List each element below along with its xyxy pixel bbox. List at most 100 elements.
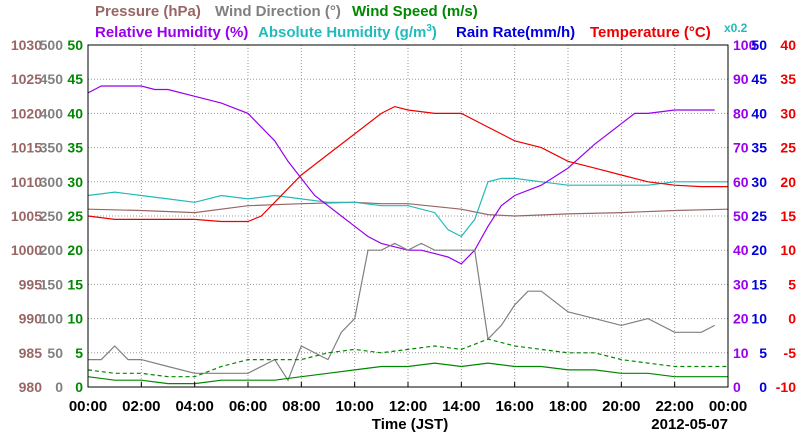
tick-label-rain-rate: 15 bbox=[751, 276, 767, 292]
tick-label-temperature: 5 bbox=[788, 276, 796, 292]
x-tick-label: 20:00 bbox=[602, 398, 640, 415]
tick-label-temperature: 0 bbox=[788, 311, 796, 327]
tick-label-temperature: 35 bbox=[780, 71, 796, 87]
tick-label-temperature: 10 bbox=[780, 242, 796, 258]
tick-label-rain-rate: 50 bbox=[751, 37, 767, 53]
tick-label-relative-humidity: 20 bbox=[733, 311, 749, 327]
x-tick-label: 14:00 bbox=[442, 398, 480, 415]
tick-label-temperature: 40 bbox=[780, 37, 796, 53]
legend-pressure: Pressure (hPa) bbox=[95, 3, 201, 20]
legend-wind-speed: Wind Speed (m/s) bbox=[352, 3, 478, 20]
tick-label-wind-speed: 20 bbox=[67, 242, 83, 258]
legend-temperature: Temperature (°C) bbox=[590, 24, 711, 41]
tick-label-rain-rate: 0 bbox=[759, 379, 767, 395]
tick-label-wind-speed: 15 bbox=[67, 276, 83, 292]
tick-label-wind-speed: 10 bbox=[67, 311, 83, 327]
tick-label-relative-humidity: 70 bbox=[733, 140, 749, 156]
tick-label-pressure: 1025 bbox=[11, 71, 42, 87]
legend-wind-direction: Wind Direction (°) bbox=[215, 3, 341, 20]
tick-label-wind-direction: 400 bbox=[40, 105, 64, 121]
tick-label-pressure: 1020 bbox=[11, 105, 42, 121]
x-tick-label: 18:00 bbox=[549, 398, 587, 415]
tick-label-temperature: 20 bbox=[780, 174, 796, 190]
tick-label-temperature: 30 bbox=[780, 105, 796, 121]
tick-label-wind-direction: 250 bbox=[40, 208, 64, 224]
legend-relative-humidity: Relative Humidity (%) bbox=[95, 24, 248, 41]
legend: Pressure (hPa) Wind Direction (°) Wind S… bbox=[95, 3, 748, 41]
grid bbox=[88, 45, 728, 387]
tick-label-pressure: 1010 bbox=[11, 174, 42, 190]
legend-rain-rate: Rain Rate(mm/h) bbox=[456, 24, 575, 41]
tick-label-pressure: 1015 bbox=[11, 140, 42, 156]
tick-label-wind-direction: 200 bbox=[40, 242, 64, 258]
tick-label-relative-humidity: 30 bbox=[733, 276, 749, 292]
tick-label-temperature: 25 bbox=[780, 140, 796, 156]
tick-label-rain-rate: 30 bbox=[751, 174, 767, 190]
tick-label-rain-rate: 20 bbox=[751, 242, 767, 258]
rain-scale-note: x0.2 bbox=[724, 21, 748, 35]
tick-label-wind-direction: 500 bbox=[40, 37, 64, 53]
x-tick-label: 08:00 bbox=[282, 398, 320, 415]
tick-label-pressure: 995 bbox=[19, 276, 43, 292]
date-label: 2012-05-07 bbox=[651, 416, 728, 433]
tick-label-wind-direction: 50 bbox=[47, 345, 63, 361]
tick-label-pressure: 990 bbox=[19, 311, 43, 327]
series-line-wind-speed-m-s bbox=[87, 362, 728, 385]
tick-label-pressure: 980 bbox=[19, 379, 43, 395]
tick-label-relative-humidity: 40 bbox=[733, 242, 749, 258]
tick-label-relative-humidity: 0 bbox=[733, 379, 741, 395]
x-tick-label: 16:00 bbox=[495, 398, 533, 415]
tick-label-temperature: 15 bbox=[780, 208, 796, 224]
tick-label-wind-speed: 25 bbox=[67, 208, 83, 224]
x-axis-label: Time (JST) bbox=[372, 416, 448, 433]
legend-absolute-humidity: Absolute Humidity (g/m3) bbox=[258, 23, 437, 41]
series-line-wind-direction bbox=[88, 242, 715, 382]
x-tick-label: 02:00 bbox=[122, 398, 160, 415]
tick-label-pressure: 1005 bbox=[11, 208, 42, 224]
x-tick-label: 00:00 bbox=[69, 398, 107, 415]
tick-label-rain-rate: 25 bbox=[751, 208, 767, 224]
tick-label-wind-direction: 0 bbox=[55, 379, 63, 395]
tick-label-wind-direction: 150 bbox=[40, 276, 64, 292]
tick-label-wind-speed: 5 bbox=[75, 345, 83, 361]
tick-label-pressure: 985 bbox=[19, 345, 43, 361]
tick-label-wind-direction: 450 bbox=[40, 71, 64, 87]
x-tick-label: 22:00 bbox=[655, 398, 693, 415]
tick-label-relative-humidity: 60 bbox=[733, 174, 749, 190]
series-lines bbox=[87, 85, 729, 385]
x-tick-label: 00:00 bbox=[709, 398, 747, 415]
tick-label-wind-direction: 350 bbox=[40, 140, 64, 156]
tick-label-rain-rate: 45 bbox=[751, 71, 767, 87]
tick-label-wind-speed: 30 bbox=[67, 174, 83, 190]
tick-label-relative-humidity: 100 bbox=[733, 37, 757, 53]
tick-label-relative-humidity: 80 bbox=[733, 105, 749, 121]
tick-label-pressure: 1030 bbox=[11, 37, 42, 53]
tick-label-relative-humidity: 50 bbox=[733, 208, 749, 224]
series-line-wind-speed-gust bbox=[87, 338, 728, 378]
tick-label-pressure: 1000 bbox=[11, 242, 42, 258]
tick-label-wind-direction: 100 bbox=[40, 311, 64, 327]
tick-label-rain-rate: 40 bbox=[751, 105, 767, 121]
x-tick-label: 04:00 bbox=[175, 398, 213, 415]
tick-label-temperature: -5 bbox=[784, 345, 797, 361]
tick-label-rain-rate: 35 bbox=[751, 140, 767, 156]
tick-label-wind-speed: 0 bbox=[75, 379, 83, 395]
series-line-pressure-hpa bbox=[87, 201, 729, 217]
tick-label-wind-speed: 45 bbox=[67, 71, 83, 87]
tick-label-relative-humidity: 90 bbox=[733, 71, 749, 87]
axes: 9809859909951000100510101015102010251030… bbox=[11, 37, 796, 415]
x-tick-label: 12:00 bbox=[389, 398, 427, 415]
x-tick-label: 06:00 bbox=[229, 398, 267, 415]
tick-label-temperature: -10 bbox=[776, 379, 796, 395]
tick-label-wind-speed: 40 bbox=[67, 105, 83, 121]
series-line-relative-humidity bbox=[87, 85, 715, 265]
tick-label-wind-direction: 300 bbox=[40, 174, 64, 190]
series-line-absolute-humidity bbox=[87, 177, 728, 238]
tick-label-rain-rate: 5 bbox=[759, 345, 767, 361]
series-line-temperature-c bbox=[87, 105, 728, 223]
tick-label-rain-rate: 10 bbox=[751, 311, 767, 327]
tick-label-wind-speed: 50 bbox=[67, 37, 83, 53]
tick-label-wind-speed: 35 bbox=[67, 140, 83, 156]
x-tick-label: 10:00 bbox=[335, 398, 373, 415]
